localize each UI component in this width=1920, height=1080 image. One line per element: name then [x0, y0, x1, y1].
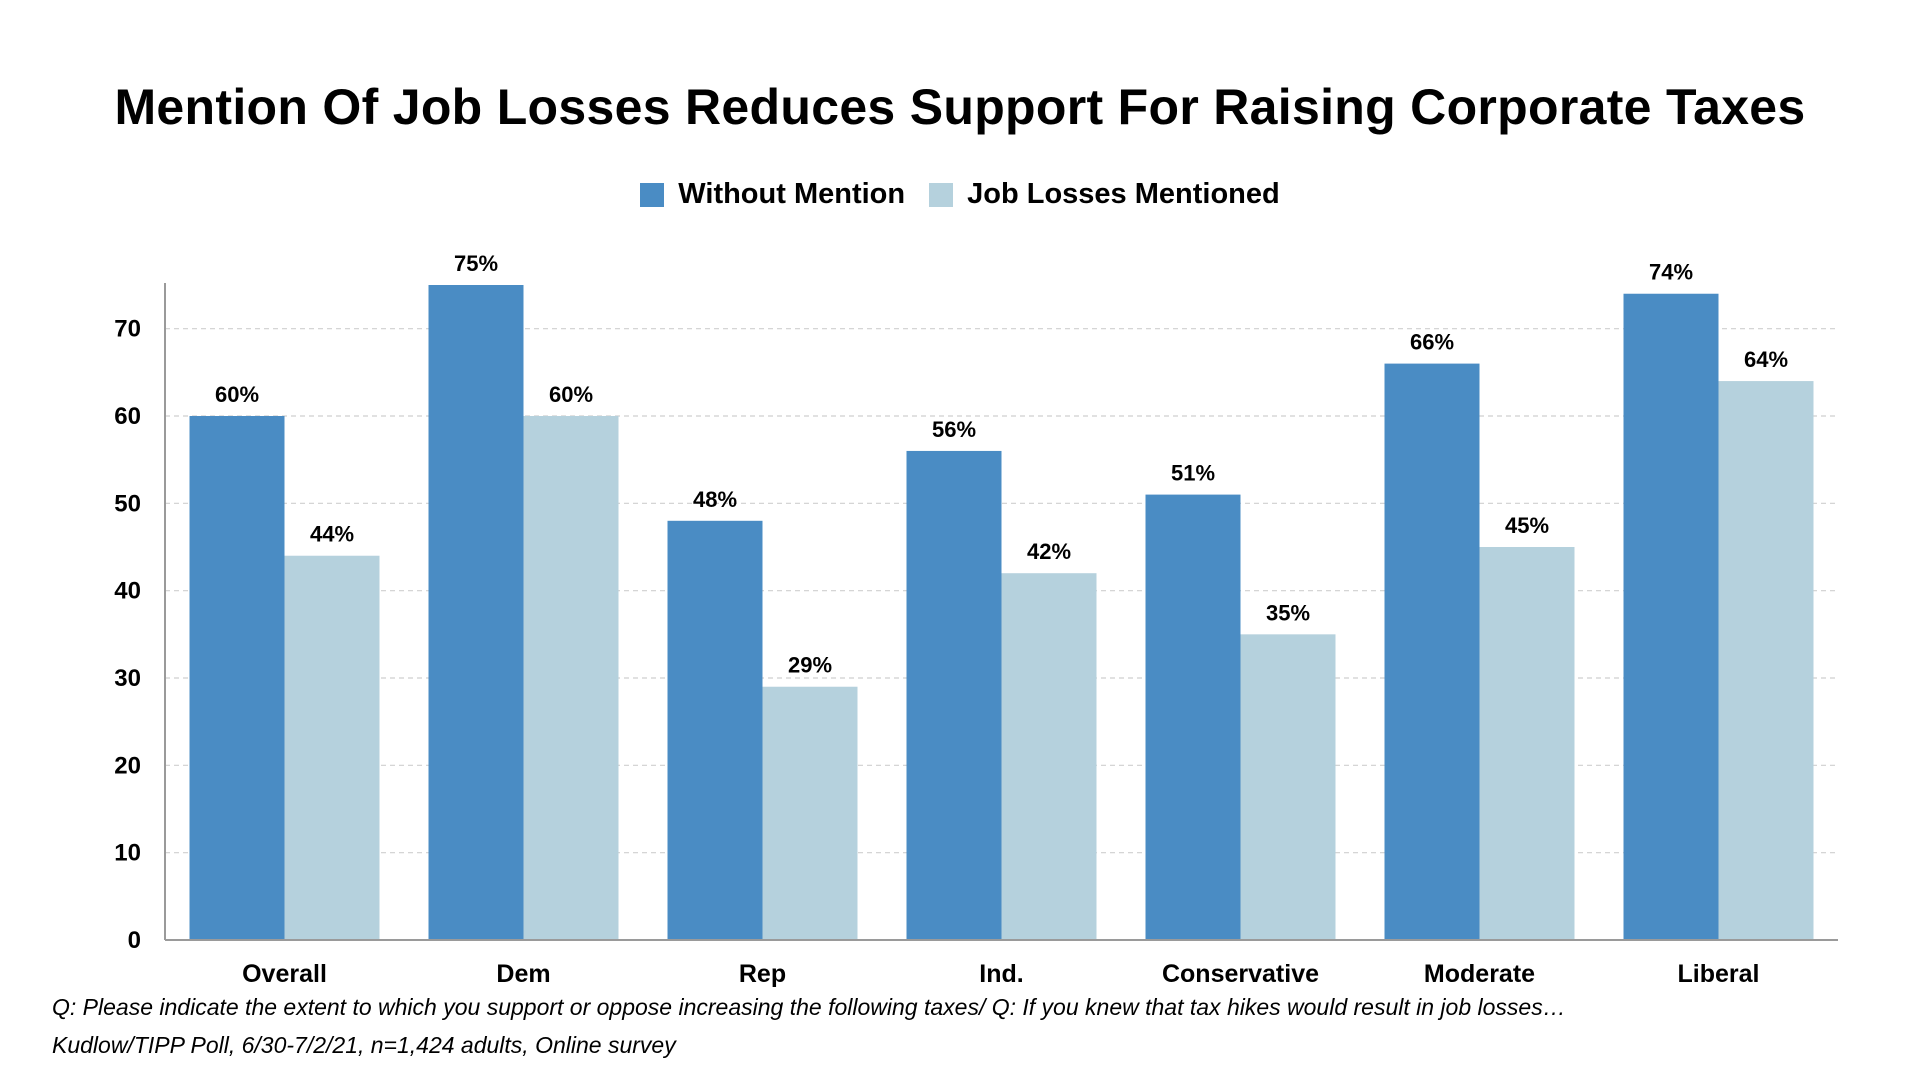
data-label-job-losses-1: 60% [549, 382, 593, 407]
data-label-job-losses-0: 44% [310, 522, 354, 547]
data-label-without-mention-1: 75% [454, 251, 498, 276]
legend-label-without-mention: Without Mention [678, 178, 906, 210]
data-label-without-mention-3: 56% [932, 417, 976, 442]
data-label-job-losses-3: 42% [1027, 539, 1071, 564]
bar-without-mention-6 [1623, 293, 1719, 940]
y-tick-label-20: 20 [114, 752, 141, 779]
footnote-source: Kudlow/TIPP Poll, 6/30-7/2/21, n=1,424 a… [52, 1032, 676, 1058]
x-tick-label-4: Conservative [1162, 960, 1319, 988]
data-label-without-mention-5: 66% [1410, 330, 1454, 355]
y-tick-label-30: 30 [114, 665, 141, 692]
chart-title: Mention Of Job Losses Reduces Support Fo… [114, 79, 1806, 135]
data-label-job-losses-5: 45% [1505, 513, 1549, 538]
y-tick-label-10: 10 [114, 840, 141, 867]
data-label-without-mention-0: 60% [215, 382, 259, 407]
y-tick-label-40: 40 [114, 578, 141, 605]
x-tick-label-2: Rep [739, 960, 786, 988]
x-tick-label-6: Liberal [1678, 960, 1760, 988]
legend: Without Mention Job Losses Mentioned [0, 178, 1920, 211]
x-tick-label-0: Overall [242, 960, 327, 988]
data-label-without-mention-4: 51% [1171, 461, 1215, 486]
bar-job-losses-3 [1001, 573, 1097, 940]
x-tick-label-3: Ind. [979, 960, 1023, 988]
legend-swatch-job-losses-mentioned [929, 182, 954, 207]
bar-job-losses-0 [284, 555, 380, 940]
bar-job-losses-4 [1240, 634, 1336, 940]
data-label-job-losses-4: 35% [1266, 600, 1310, 625]
bar-job-losses-5 [1479, 547, 1575, 940]
x-tick-label-1: Dem [496, 960, 550, 988]
bar-without-mention-1 [428, 285, 524, 940]
y-tick-label-70: 70 [114, 316, 141, 343]
y-tick-label-60: 60 [114, 403, 141, 430]
x-tick-label-5: Moderate [1424, 960, 1535, 988]
data-label-without-mention-6: 74% [1649, 260, 1693, 285]
footnote-question: Q: Please indicate the extent to which y… [52, 994, 1566, 1020]
footnote: Q: Please indicate the extent to which y… [52, 988, 1566, 1064]
data-label-without-mention-2: 48% [693, 487, 737, 512]
bar-job-losses-6 [1718, 381, 1814, 941]
y-tick-label-50: 50 [114, 490, 141, 517]
legend-item-without-mention: Without Mention [640, 178, 905, 211]
legend-label-job-losses-mentioned: Job Losses Mentioned [967, 178, 1280, 210]
bar-without-mention-5 [1384, 363, 1480, 941]
bar-without-mention-4 [1145, 494, 1241, 940]
legend-swatch-without-mention [640, 182, 665, 207]
bar-job-losses-1 [523, 416, 619, 940]
legend-item-job-losses-mentioned: Job Losses Mentioned [929, 178, 1280, 211]
bar-without-mention-2 [667, 520, 763, 940]
data-label-job-losses-6: 64% [1744, 347, 1788, 372]
bar-job-losses-2 [762, 686, 858, 940]
y-tick-label-0: 0 [128, 927, 141, 954]
bar-without-mention-3 [906, 450, 1002, 940]
bar-without-mention-0 [189, 416, 285, 940]
data-label-job-losses-2: 29% [788, 653, 832, 678]
